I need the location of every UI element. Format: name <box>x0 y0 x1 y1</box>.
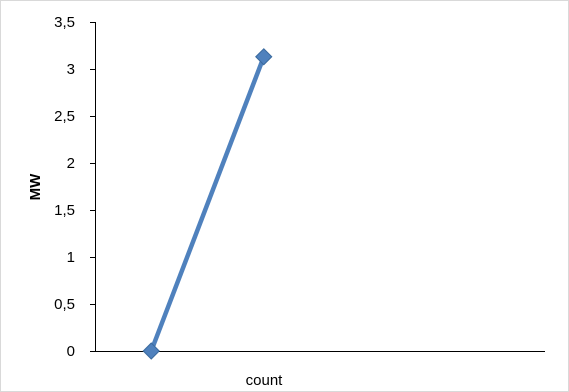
y-tick-label: 0,5 <box>54 296 75 313</box>
data-point-marker <box>255 48 273 66</box>
y-tick-label: 2 <box>67 155 75 172</box>
y-tick-label: 1,5 <box>54 202 75 219</box>
series-layer <box>142 48 273 360</box>
x-axis-title: count <box>246 372 284 389</box>
data-point-marker <box>142 342 160 360</box>
y-tick-label: 2,5 <box>54 108 75 125</box>
y-tick-label: 0 <box>67 343 75 360</box>
y-tick-label: 3,5 <box>54 14 75 31</box>
y-tick-label: 1 <box>67 249 75 266</box>
y-axis-title: MW <box>27 173 44 200</box>
series-line <box>149 55 266 352</box>
y-axis-ticks: 0 0,5 1 1,5 2 2,5 3 3,5 <box>54 14 95 360</box>
y-tick-label: 3 <box>67 61 75 78</box>
